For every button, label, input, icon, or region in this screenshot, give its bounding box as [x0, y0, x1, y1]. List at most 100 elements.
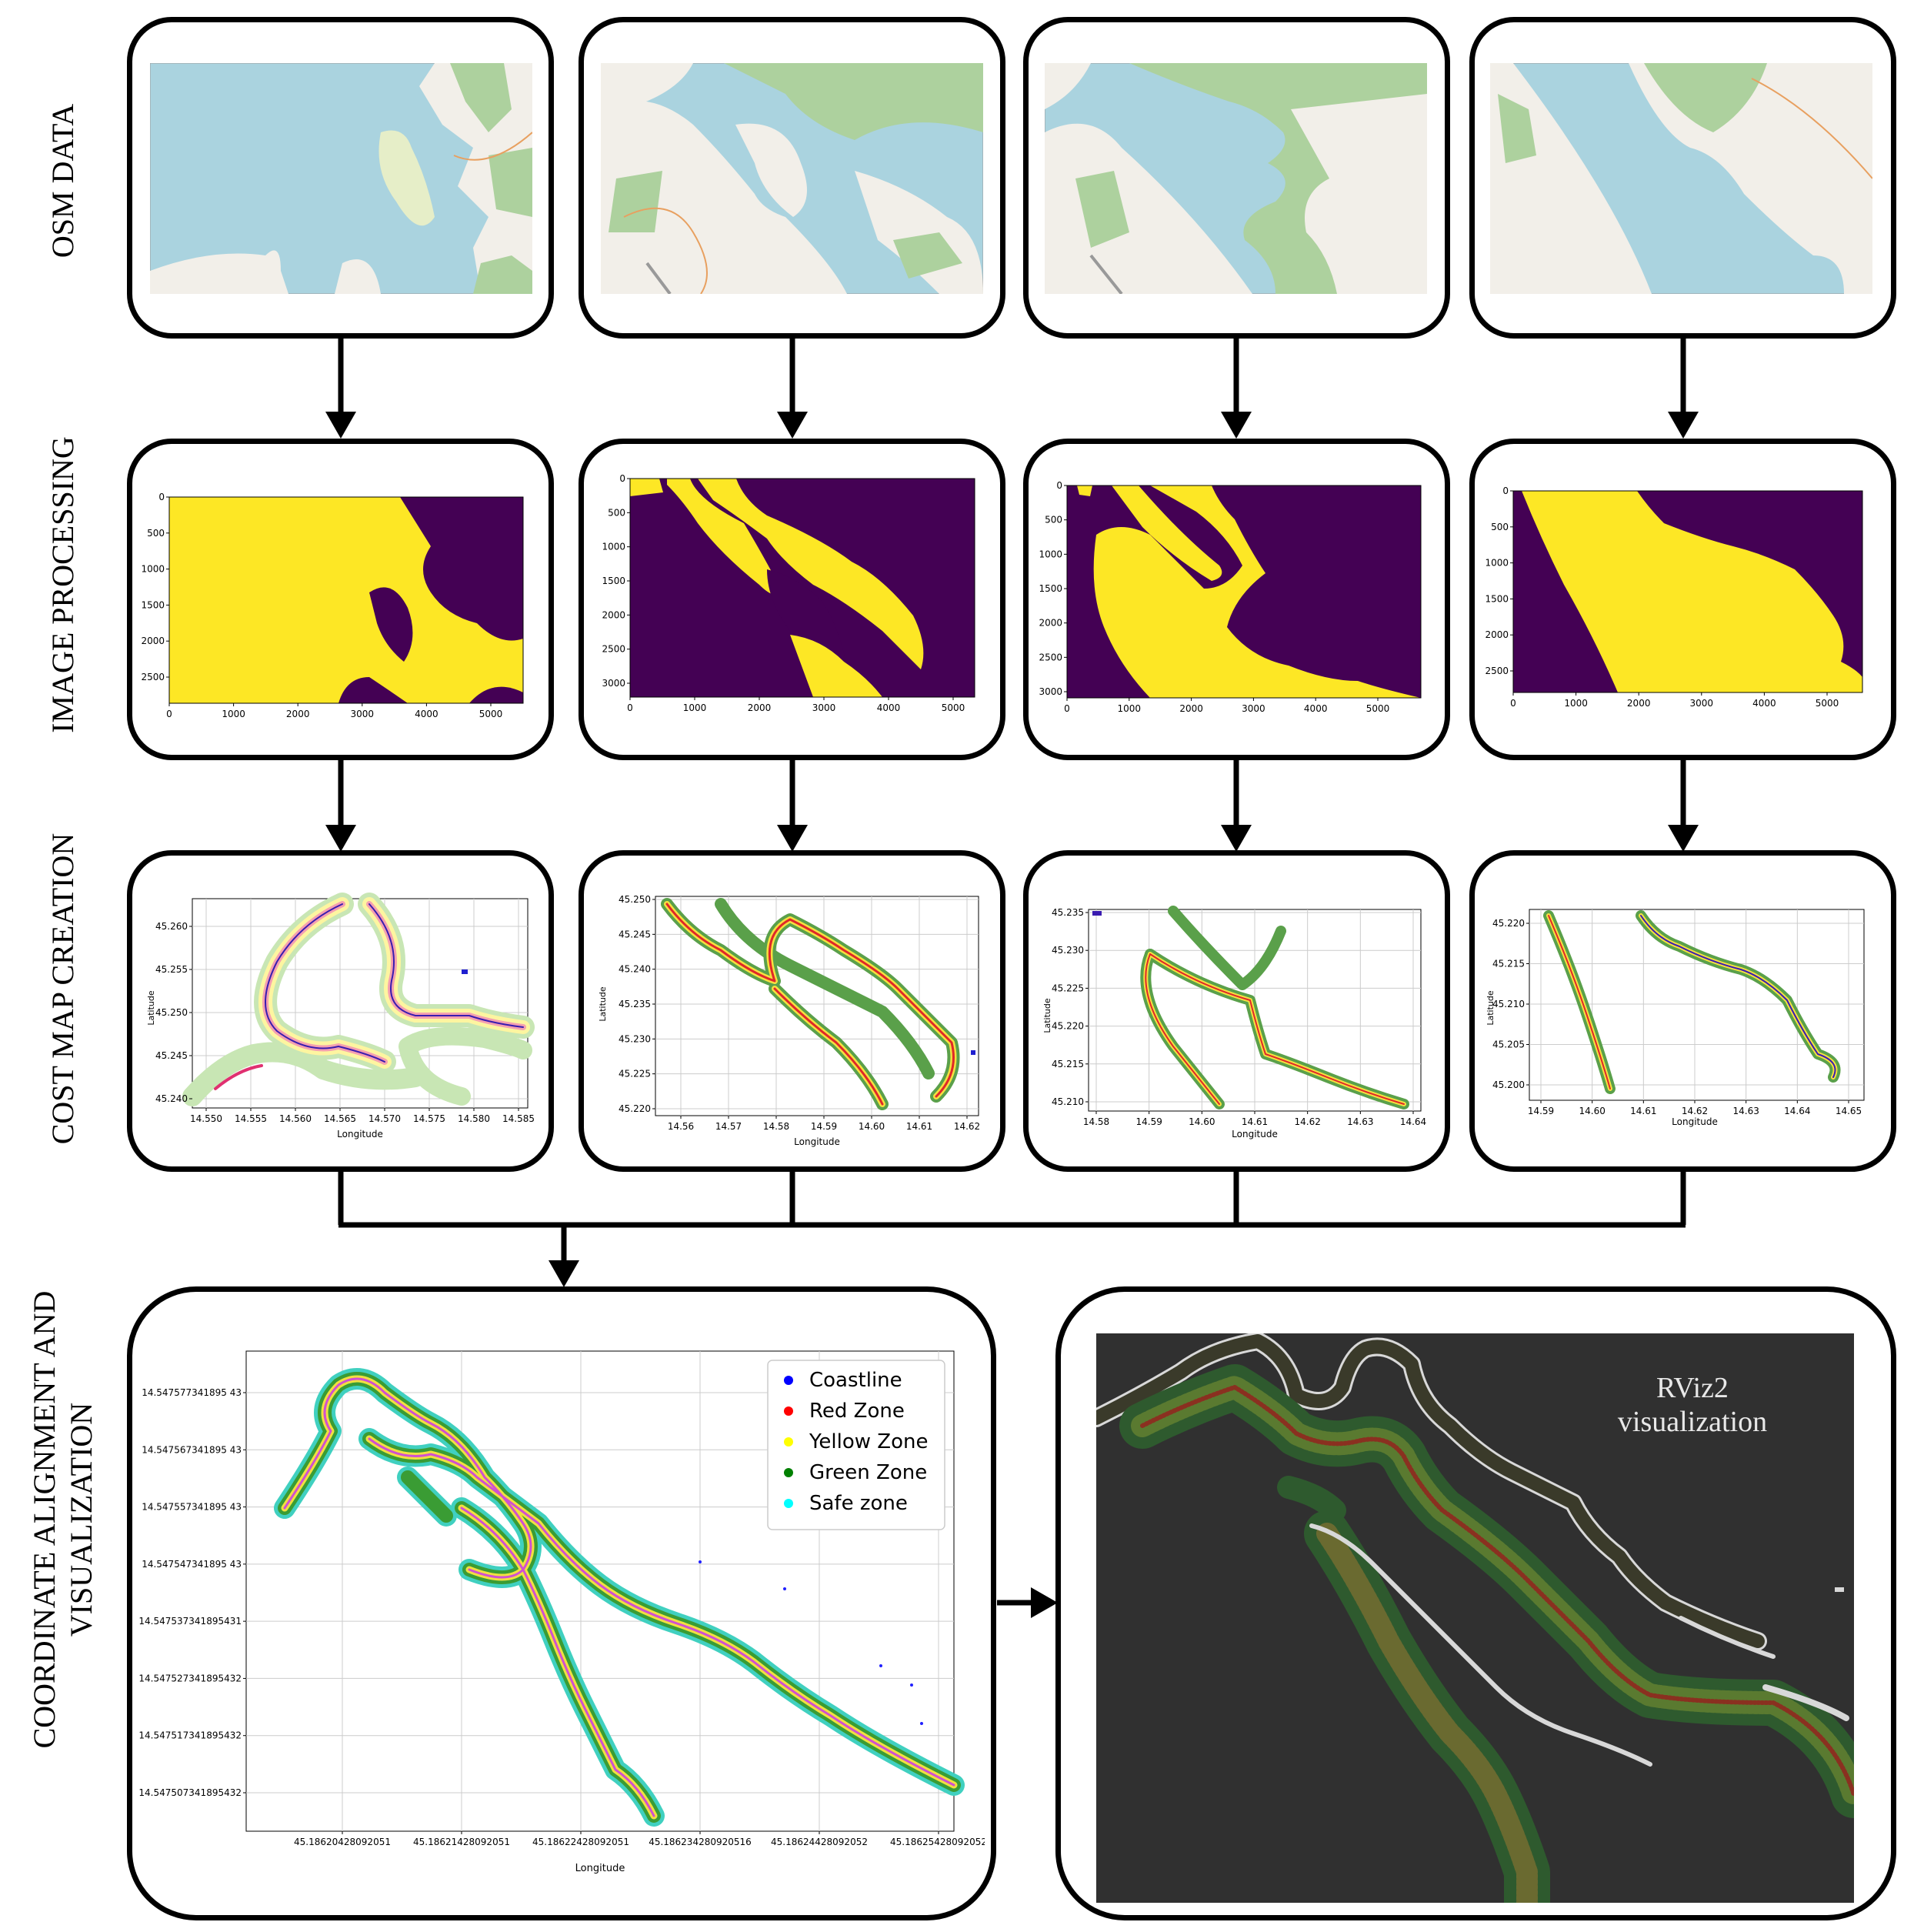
final-plot-xlabel: Longitude [575, 1863, 625, 1874]
cost-map-1-x-tick-label: 14.580 [458, 1113, 490, 1124]
binary-mask-2-y-tick-label: 1000 [602, 542, 625, 552]
binary-mask-3-x-tick-label: 4000 [1304, 703, 1328, 714]
cost-map-2-y-tick-label: 45.230 [619, 1033, 651, 1044]
cost-map-1-x-tick-label: 14.560 [279, 1113, 312, 1124]
binary-mask-2-y-tick-label: 2000 [602, 609, 625, 620]
binary-mask-2-y-ticks: 0 500 1000 1500 2000 2500 3000 [602, 473, 630, 689]
binary-mask-4-y-tick-label: 1500 [1485, 593, 1509, 604]
binary-mask-2-y-tick-label: 500 [608, 507, 625, 518]
binary-mask-2-x-tick-label: 3000 [812, 702, 836, 713]
binary-mask-1-y-ticks: 0 500 1000 1500 2000 2500 [141, 492, 169, 682]
final-plot-y-ticks: 14.547577341895 43 14.547567341895 43 14.5… [138, 1387, 246, 1798]
binary-mask-3-x-tick-label: 0 [1064, 703, 1070, 714]
cost-map-1-x-tick-label: 14.550 [190, 1113, 222, 1124]
binary-mask-plot-3: 0 1000 2000 3000 4000 5000 0 500 1000 1500 2000 25… [1039, 480, 1422, 714]
binary-mask-1-x-tick-label: 2000 [286, 709, 310, 719]
final-plot-legend-items: Coastline Red Zone Yellow Zone Green Zone Sa… [784, 1369, 929, 1515]
binary-mask-2-y-tick-label: 2500 [602, 644, 625, 655]
cost-map-3-xlabel: Longitude [1232, 1129, 1278, 1140]
cost-map-4-x-ticks: 14.59 14.60 14.61 14.62 14.63 14.64 14.65 [1528, 1100, 1862, 1116]
cost-map-2-x-tick-label: 14.56 [668, 1121, 694, 1132]
cost-map-2-x-tick-label: 14.60 [859, 1121, 885, 1132]
binary-mask-4-y-tick-label: 1000 [1485, 558, 1509, 569]
binary-mask-1-x-tick-label: 3000 [351, 709, 375, 719]
cost-map-3-x-ticks: 14.58 14.59 14.60 14.61 14.62 14.63 14.64 [1083, 1111, 1426, 1127]
cost-map-1-x-tick-label: 14.555 [235, 1113, 267, 1124]
binary-mask-1-x-tick-label: 0 [166, 709, 172, 719]
final-plot-x-tick-label: 45.186234280920516 [649, 1837, 752, 1847]
binary-mask-4-x-tick-label: 2000 [1627, 698, 1651, 709]
cost-map-2-x-tick-label: 14.59 [811, 1121, 837, 1132]
osm-map-1 [150, 63, 532, 294]
rviz-label-line1: RViz2 [1656, 1372, 1729, 1404]
cost-map-3-y-tick-label: 45.235 [1052, 907, 1084, 918]
binary-mask-3-y-tick-label: 3000 [1039, 686, 1062, 697]
binary-mask-3-y-tick-label: 0 [1056, 480, 1062, 491]
cost-map-2-x-ticks: 14.56 14.57 14.58 14.59 14.60 14.61 14.62 [668, 1116, 980, 1132]
final-plot-legend: Coastline Red Zone Yellow Zone Green Zone Sa… [767, 1360, 945, 1530]
cost-map-3-y-tick-label: 45.230 [1052, 945, 1084, 956]
cost-map-2-y-tick-label: 45.235 [619, 999, 651, 1009]
cost-map-3-x-tick-label: 14.62 [1294, 1116, 1320, 1127]
binary-mask-4-x-tick-label: 3000 [1690, 698, 1714, 709]
binary-mask-4-y-tick-label: 0 [1502, 486, 1509, 496]
binary-mask-1-y-tick-label: 500 [147, 528, 165, 539]
binary-mask-4-y-ticks: 0 500 1000 1500 2000 2500 [1485, 486, 1513, 676]
final-plot-y-tick-label: 14.547547341895 43 [142, 1559, 242, 1570]
osm-map-4 [1490, 63, 1872, 294]
cost-map-2-x-tick-label: 14.58 [763, 1121, 789, 1132]
cost-map-3-ylabel: Latitude [1042, 998, 1052, 1033]
cost-map-4-x-tick-label: 14.61 [1630, 1106, 1656, 1116]
cost-map-1-y-tick-label: 45.260 [155, 921, 188, 932]
cost-map-1-y-tick-label: 45.240 [155, 1093, 188, 1104]
osm-map-3 [1045, 63, 1427, 294]
binary-mask-2-x-tick-label: 4000 [877, 702, 901, 713]
cost-map-4-x-tick-label: 14.64 [1784, 1106, 1810, 1116]
cost-map-3-y-ticks: 45.235 45.230 45.225 45.220 45.215 45.210 [1052, 907, 1089, 1107]
rviz-visualization-panel [1096, 1333, 1854, 1903]
legend-marker [784, 1468, 793, 1477]
aligned-cost-map-plot: Coastline Red Zone Yellow Zone Green Zone Sa… [138, 1350, 985, 1874]
cost-map-4-y-tick-label: 45.205 [1492, 1039, 1525, 1050]
final-plot-y-tick-label: 14.547567341895 43 [142, 1444, 242, 1455]
cost-map-1-x-tick-label: 14.575 [413, 1113, 445, 1124]
cost-map-3-x-tick-label: 14.59 [1135, 1116, 1162, 1127]
cost-map-4-x-tick-label: 14.63 [1732, 1106, 1759, 1116]
cost-map-3-x-tick-label: 14.58 [1083, 1116, 1109, 1127]
cost-map-plot-2: Latitude Longitude 14.56 14.57 14.58 14.59 1… [598, 894, 980, 1147]
binary-mask-1-x-tick-label: 4000 [415, 709, 438, 719]
binary-mask-3-x-tick-label: 2000 [1179, 703, 1203, 714]
binary-mask-2-x-tick-label: 1000 [683, 702, 707, 713]
final-plot-x-ticks: 45.18620428092051 45.18621428092051 45.186… [294, 1831, 985, 1847]
final-plot-x-tick-label: 45.18624428092052 [771, 1837, 868, 1847]
cost-map-4-x-tick-label: 14.65 [1836, 1106, 1862, 1116]
binary-mask-plot-1: 0 1000 2000 3000 4000 5000 0 500 1000 1500 2000 25… [141, 492, 524, 719]
legend-label: Safe zone [809, 1492, 908, 1515]
binary-mask-3-y-tick-label: 500 [1045, 515, 1062, 526]
final-plot-y-tick-label: 14.547537341895431 [138, 1616, 242, 1627]
binary-mask-2-x-tick-label: 2000 [748, 702, 772, 713]
final-plot-y-tick-label: 14.547557341895 43 [142, 1502, 242, 1513]
cost-map-3-x-tick-label: 14.63 [1347, 1116, 1373, 1127]
final-plot-y-tick-label: 14.547517341895432 [138, 1730, 242, 1741]
final-plot-x-tick-label: 45.18622428092051 [532, 1837, 629, 1847]
cost-map-2-y-tick-label: 45.245 [619, 929, 651, 939]
cost-map-4-xlabel: Longitude [1672, 1116, 1718, 1127]
binary-mask-1-y-tick-label: 2500 [141, 672, 165, 682]
cost-map-4-y-tick-label: 45.200 [1492, 1079, 1525, 1090]
cost-map-4-grid [1529, 909, 1864, 1100]
binary-mask-4-y-tick-label: 500 [1491, 522, 1509, 532]
cost-map-plot-3: Latitude Longitude 14.58 14.59 14.60 14.61 1… [1042, 906, 1426, 1140]
legend-marker [784, 1376, 793, 1385]
cost-map-1-x-tick-label: 14.565 [324, 1113, 356, 1124]
cost-map-3-x-tick-label: 14.61 [1242, 1116, 1268, 1127]
cost-map-4-x-tick-label: 14.60 [1579, 1106, 1605, 1116]
rviz-label-line2: visualization [1617, 1406, 1768, 1438]
binary-mask-2-x-ticks: 0 1000 2000 3000 4000 5000 [627, 697, 965, 713]
cost-map-2-xlabel: Longitude [794, 1136, 840, 1147]
final-plot-x-tick-label: 45.18620428092051 [294, 1837, 391, 1847]
cost-map-2-y-tick-label: 45.240 [619, 964, 651, 975]
binary-mask-1-y-tick-label: 0 [158, 492, 165, 502]
cost-map-1-y-tick-label: 45.245 [155, 1050, 188, 1061]
binary-mask-1-x-ticks: 0 1000 2000 3000 4000 5000 [166, 703, 502, 719]
